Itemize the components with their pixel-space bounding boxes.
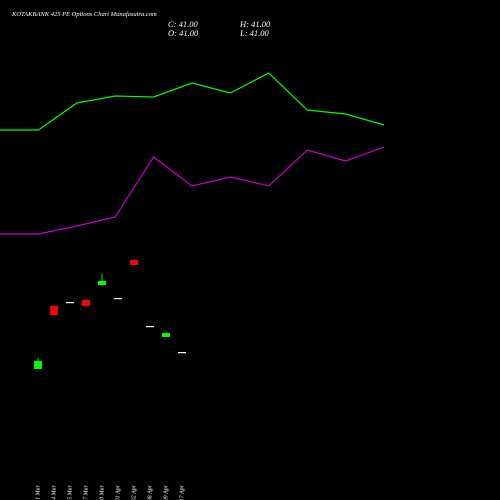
x-tick-label: 27 Mar: [83, 484, 89, 500]
candle-body: [114, 298, 122, 300]
candle-body: [98, 281, 106, 285]
x-tick-label: 08 Apr: [147, 484, 153, 500]
x-tick-label: 02 Apr: [131, 484, 137, 500]
candle-body: [162, 333, 170, 337]
indicator-line: [0, 146, 385, 235]
x-tick-label: 09 Apr: [163, 484, 169, 500]
x-tick-label: 25 Mar: [67, 484, 73, 500]
open-label: O: 41.00: [168, 28, 199, 38]
candle-body: [66, 302, 74, 304]
chart-title: KOTAKBANK 425 PE Options Chart Munafasut…: [11, 11, 157, 18]
candle-body: [82, 300, 90, 306]
high-label: H: 41.00: [239, 19, 271, 29]
candle-body: [130, 260, 138, 265]
x-tick-label: 11 Mar: [35, 484, 41, 500]
close-label: C: 41.00: [168, 19, 199, 29]
candle-body: [146, 326, 154, 328]
indicator-line: [0, 72, 385, 131]
x-tick-label: 24 Mar: [50, 484, 57, 500]
x-tick-label: 17 Apr: [179, 484, 185, 500]
low-label: L: 41.00: [239, 28, 270, 38]
candle-body: [34, 361, 42, 369]
candle-body: [50, 306, 58, 315]
x-tick-label: 01 Apr: [115, 484, 121, 500]
x-tick-label: 30 Mar: [99, 484, 105, 500]
candle-body: [178, 352, 186, 354]
